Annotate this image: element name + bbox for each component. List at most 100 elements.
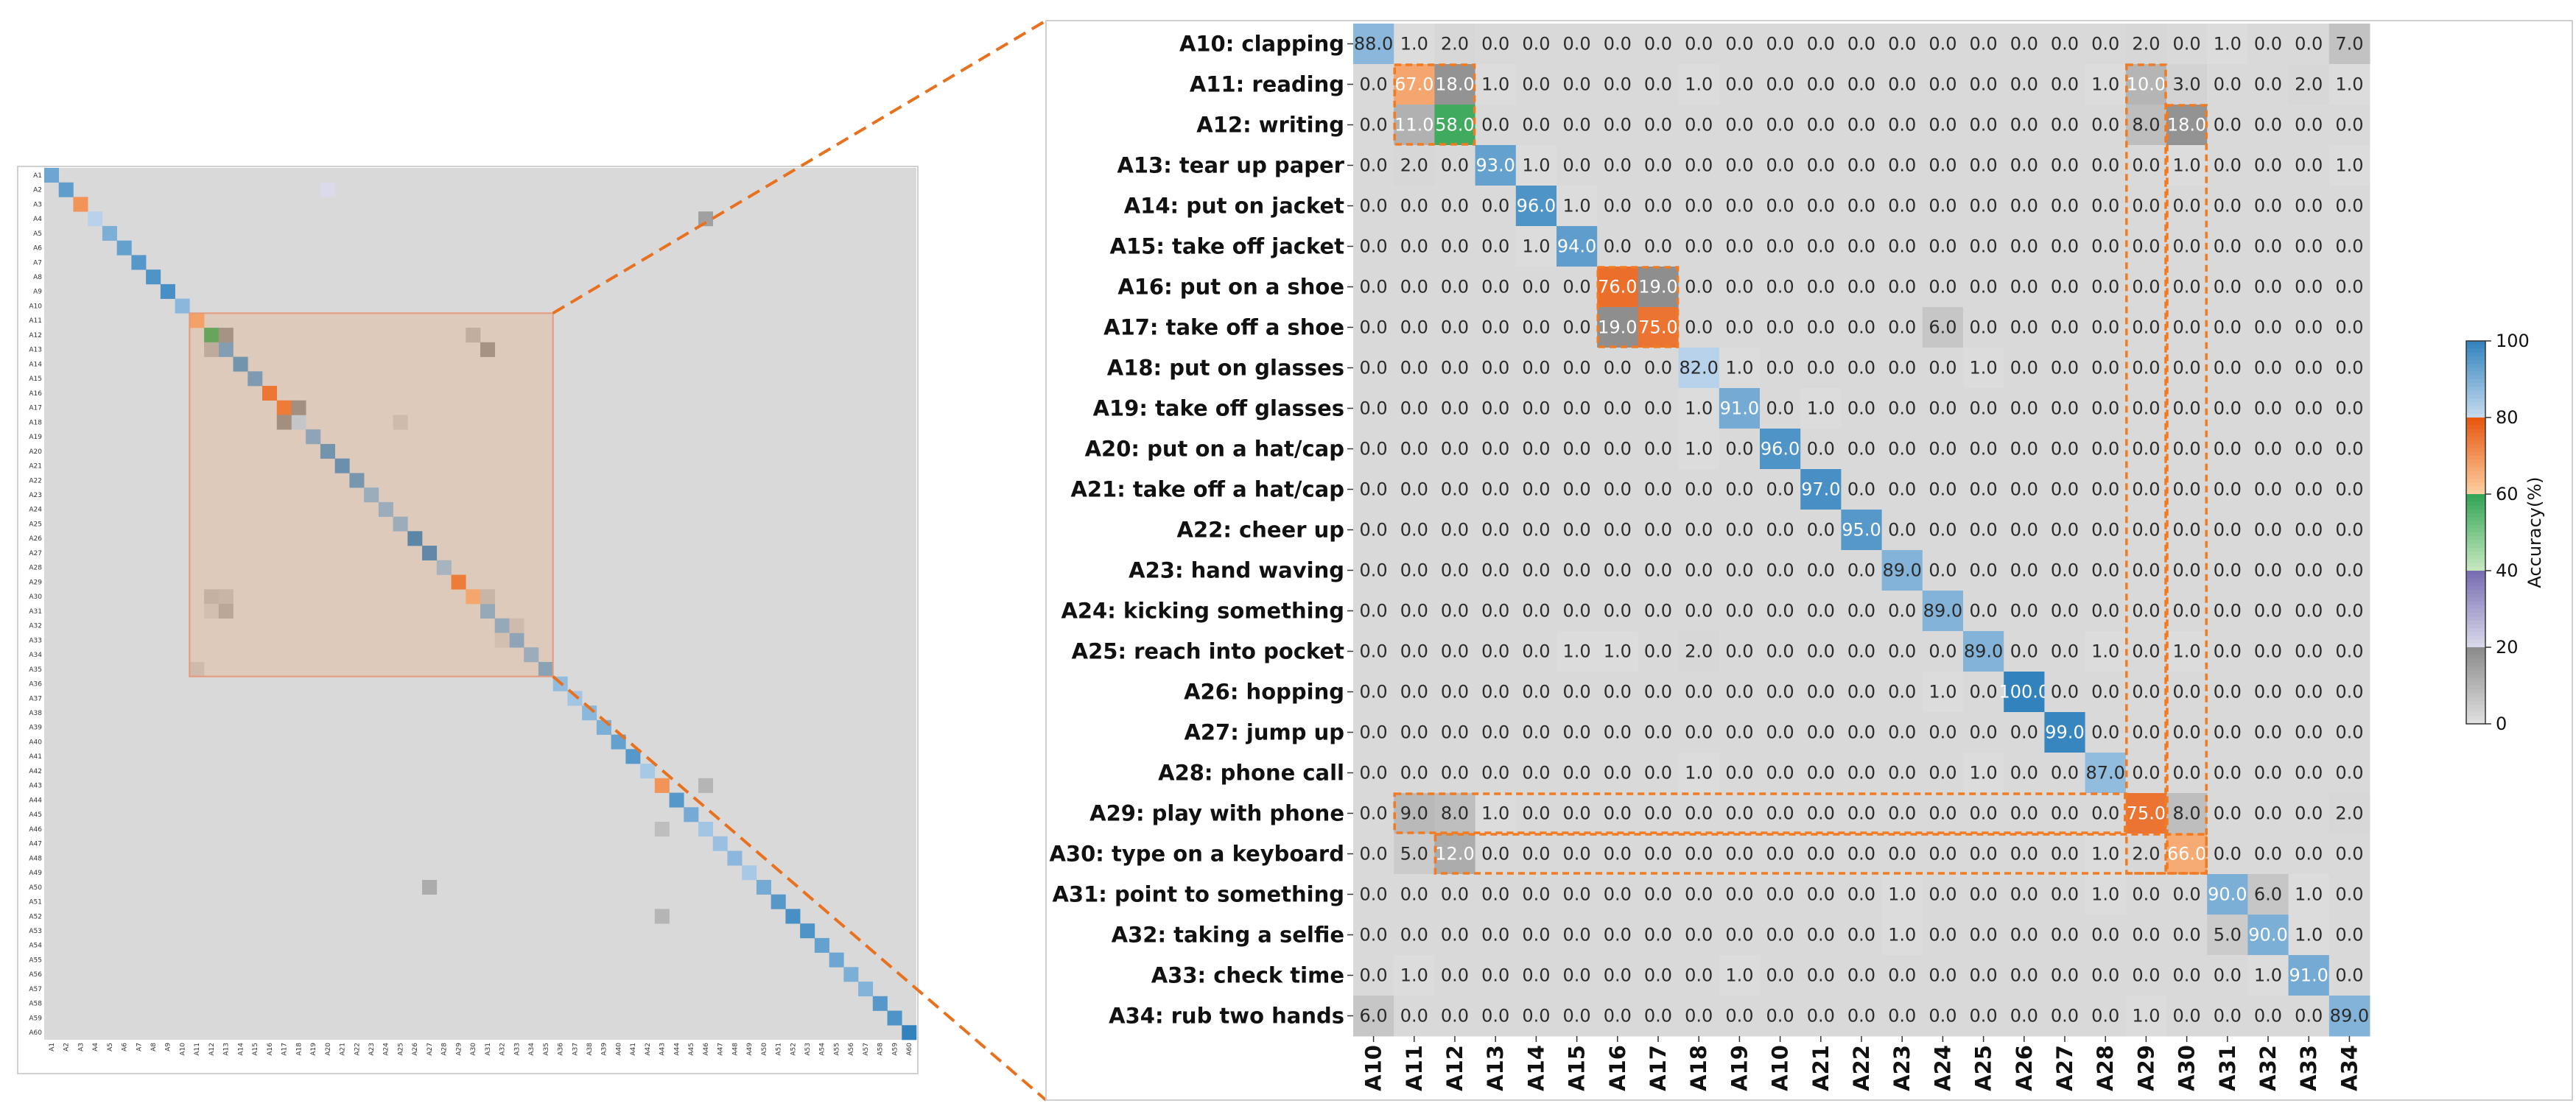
heatmap-cell [2166,267,2208,308]
cell-value: 0.0 [1766,74,1794,95]
colorbar-step [2466,356,2485,361]
cell-value: 0.0 [1644,844,1672,864]
heatmap-cell [1394,631,1435,672]
heatmap-cell [1760,307,1801,348]
colorbar-label: Accuracy(%) [2524,476,2545,588]
heatmap-cell [1394,24,1435,65]
cell-value: 1.0 [1807,398,1835,419]
column-label: A26 [2012,1045,2037,1091]
cell-value: 0.0 [2091,317,2119,338]
heatmap-cell [1597,469,1638,510]
heatmap-cell [1881,834,1923,875]
cell-value: 67.0 [1394,74,1433,95]
overview-offdiagonal-cell [204,604,220,619]
heatmap-cell [1800,631,1842,672]
heatmap-cell [1475,874,1517,915]
heatmap-cell [2288,388,2330,429]
overview-diagonal-cell [887,1010,902,1026]
cell-value: 0.0 [1888,965,1916,986]
cell-value: 0.0 [1929,803,1956,824]
cell-value: 0.0 [2335,115,2363,135]
colorbar-tick-label: 100 [2496,331,2530,351]
cell-value: 0.0 [1441,520,1469,540]
colorbar-step [2466,708,2485,713]
column-label: A28 [2093,1045,2118,1091]
heatmap-cell [1434,145,1476,186]
cell-value: 1.0 [1685,398,1713,419]
overview-row-label: A25 [29,521,42,528]
heatmap-cell [2085,24,2127,65]
cell-value: 0.0 [2295,601,2323,621]
heatmap-cell [2288,469,2330,510]
heatmap-cell [1760,267,1801,308]
cell-value: 0.0 [1929,115,1956,135]
heatmap-cell [2328,672,2370,713]
heatmap-cell [2207,469,2248,510]
heatmap-cell [2166,307,2208,348]
heatmap-cell [1760,672,1801,713]
heatmap-cell [1963,105,2004,146]
heatmap-cell [1394,510,1435,551]
heatmap-cell [2085,510,2127,551]
heatmap-cell [1963,550,2004,591]
cell-value: 1.0 [1481,803,1509,824]
cell-value: 0.0 [1888,601,1916,621]
cell-value: 0.0 [1604,682,1632,702]
cell-value: 0.0 [2214,1006,2242,1026]
cell-value: 0.0 [1441,722,1469,743]
heatmap-cell [1800,105,1842,146]
column-label: A27 [2052,1045,2077,1091]
cell-value: 0.0 [2335,236,2363,257]
heatmap-cell [1881,631,1923,672]
heatmap-cell [2207,996,2248,1037]
cell-value: 0.0 [2335,844,2363,864]
cell-value: 0.0 [1929,884,1956,905]
cell-value: 0.0 [1970,439,1998,459]
heatmap-cell [2085,64,2127,105]
overview-column-label: A55 [833,1043,840,1056]
cell-value: 0.0 [1970,398,1998,419]
cell-value: 0.0 [1807,601,1835,621]
heatmap-cell [2247,145,2289,186]
cell-value: 0.0 [1725,601,1753,621]
cell-value: 0.0 [1847,317,1875,338]
heatmap-cell [1719,348,1761,389]
heatmap-cell [2288,186,2330,227]
heatmap-cell [1719,24,1761,65]
heatmap-cell [1557,105,1598,146]
cell-value: 0.0 [2335,722,2363,743]
colorbar-step [2466,413,2485,418]
heatmap-cell [1434,226,1476,267]
overview-row-label: A22 [29,477,42,485]
highlight-box [1433,833,2208,875]
heatmap-cell [1353,24,1394,65]
heatmap-cell [2288,24,2330,65]
heatmap-cell [2328,712,2370,753]
row-label: A33: check time [1151,963,1344,988]
cell-value: 0.0 [1563,682,1591,702]
cell-value: 0.0 [2173,560,2201,581]
heatmap-cell [1922,186,1964,227]
cell-value: 0.0 [2295,641,2323,662]
cell-value: 0.0 [1522,317,1550,338]
overview-row-label: A53 [29,928,42,935]
colorbar-step [2466,552,2485,556]
heatmap-cell [2247,550,2289,591]
heatmap-cell [2085,145,2127,186]
cell-value: 0.0 [2051,479,2079,500]
heatmap-cell [2166,591,2208,632]
cell-value: 0.0 [1360,884,1388,905]
heatmap-cell [2044,591,2086,632]
colorbar-step [2466,448,2485,453]
cell-value: 0.0 [1604,479,1632,500]
cell-value: 0.0 [1847,115,1875,135]
colorbar-step [2466,425,2485,430]
cell-value: 12.0 [1435,844,1474,864]
heatmap-cell [1800,793,1842,834]
heatmap-cell [1353,145,1394,186]
overview-column-label: A41 [630,1043,637,1056]
heatmap-cell [1841,996,1883,1037]
heatmap-cell [2125,550,2167,591]
heatmap-cell [1963,510,2004,551]
overview-column-label: A50 [761,1043,768,1056]
